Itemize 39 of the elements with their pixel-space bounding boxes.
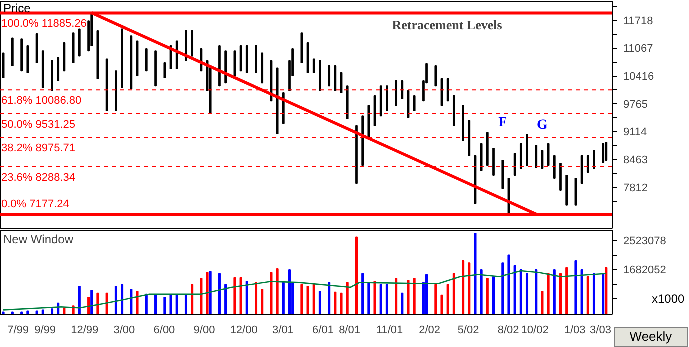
annotation: G xyxy=(537,118,548,133)
y-axis-title: Price xyxy=(4,2,32,16)
x-tick-label: 3/03 xyxy=(590,324,612,336)
text: x1000 xyxy=(652,292,685,306)
x-tick-label: 9/99 xyxy=(34,324,56,336)
ref-line-label: 50.0% 9531.25 xyxy=(2,118,76,131)
x-tick-label: 6/01 xyxy=(312,324,334,336)
x-tick-label: 8/02 xyxy=(498,324,520,336)
ref-line-label: 100.0% 11885.26 xyxy=(2,18,87,30)
text: Weekly xyxy=(614,327,688,347)
x-tick-label: 12/00 xyxy=(230,324,258,336)
ref-line-label: 38.2% 8975.71 xyxy=(2,142,76,155)
x-tick-label: 6/00 xyxy=(154,324,176,336)
y-tick-label: 11718 xyxy=(624,15,654,28)
x-tick-label: 2/02 xyxy=(419,324,441,336)
x-tick-label: 3/01 xyxy=(272,324,294,336)
x-tick-label: 1/03 xyxy=(564,324,586,336)
ref-line-label: 61.8% 10086.80 xyxy=(2,95,82,108)
y-tick-label: 11067 xyxy=(624,43,654,56)
x-tick-label: 12/99 xyxy=(71,324,99,336)
x-tick-label: 3/00 xyxy=(114,324,136,336)
y-tick-label: 2523078 xyxy=(624,236,666,248)
annotation: F xyxy=(498,116,508,131)
ref-line-label: 0.0% 7177.24 xyxy=(2,198,70,211)
ref-line-label: 23.6% 8288.34 xyxy=(2,172,76,184)
x-tick-label: 9/00 xyxy=(194,324,216,336)
x-tick-label: 7/99 xyxy=(8,324,30,336)
y-tick-label: 10416 xyxy=(624,71,654,84)
y-tick-label: 9114 xyxy=(624,126,648,139)
y-tick-label: 8463 xyxy=(624,154,648,167)
y-tick-label: 1682052 xyxy=(624,264,666,277)
x-tick-label: 5/02 xyxy=(458,324,480,336)
x-tick-label: 10/02 xyxy=(521,324,549,336)
y-tick-label: 9765 xyxy=(624,98,648,111)
x-tick-label: 11/01 xyxy=(376,324,404,336)
x-tick-label: 8/01 xyxy=(339,324,360,336)
y-tick-label: 7812 xyxy=(624,182,648,194)
text: Retracement Levels xyxy=(392,18,502,32)
chart-title: New Window xyxy=(4,232,74,246)
